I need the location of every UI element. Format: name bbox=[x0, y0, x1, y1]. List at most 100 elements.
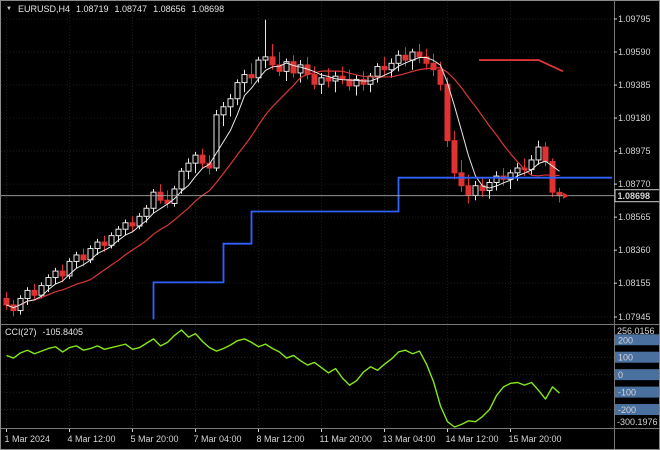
candle-down bbox=[157, 191, 164, 201]
last-price-marker bbox=[563, 192, 569, 199]
candle-up bbox=[374, 66, 381, 77]
candle-up bbox=[318, 77, 325, 85]
candle-up bbox=[297, 64, 304, 74]
cci-level-label: 0 bbox=[618, 370, 623, 380]
candle-up bbox=[227, 98, 234, 108]
candle-up bbox=[178, 170, 185, 190]
candle-up bbox=[395, 54, 402, 64]
candle-down bbox=[311, 74, 318, 85]
candle-up bbox=[66, 260, 73, 277]
ohlc-open: 1.08719 bbox=[75, 4, 109, 14]
candle-up bbox=[192, 154, 199, 164]
candle-down bbox=[325, 77, 332, 82]
candle-down bbox=[3, 297, 10, 306]
cci-level-label: 200 bbox=[618, 335, 633, 345]
candle-up bbox=[409, 51, 416, 61]
candle-down bbox=[276, 64, 283, 72]
price-axis-label: 1.08975 bbox=[618, 146, 651, 156]
price-axis[interactable]: 1.09795 1.09590 1.09385 1.09180 1.08975 1.087… bbox=[614, 14, 660, 322]
step-lines bbox=[152, 59, 612, 320]
candle-up bbox=[45, 277, 52, 287]
candle-up bbox=[185, 162, 192, 172]
symbol-label: EURUSD,H4 bbox=[17, 4, 70, 14]
price-axis-label: 1.09180 bbox=[618, 113, 651, 123]
cci-level-label: -200 bbox=[618, 405, 636, 415]
time-axis-label: 15 Mar 20:00 bbox=[509, 434, 562, 444]
candle-down bbox=[248, 74, 255, 79]
grid-lines bbox=[1, 2, 614, 428]
candle-up bbox=[143, 207, 150, 217]
candle-up bbox=[283, 61, 290, 72]
candle-up bbox=[220, 106, 227, 116]
symbol-dropdown-icon[interactable]: ▼ bbox=[6, 6, 12, 12]
candle-down bbox=[458, 172, 465, 187]
candle-up bbox=[493, 175, 500, 183]
time-axis-label: 5 Mar 20:00 bbox=[131, 434, 179, 444]
candle-up bbox=[507, 172, 514, 180]
price-axis-label: 1.08770 bbox=[618, 179, 651, 189]
candle-down bbox=[465, 185, 472, 196]
candle-down bbox=[360, 78, 367, 85]
cci-axis[interactable]: 256.0156 -300.1976 200 100 0 -100 -200 bbox=[615, 326, 659, 427]
price-axis-label: 1.08155 bbox=[618, 278, 651, 288]
candle-up bbox=[535, 146, 542, 161]
price-axis-label: 1.08565 bbox=[618, 212, 651, 222]
candle-up bbox=[388, 62, 395, 71]
ohlc-low: 1.08656 bbox=[153, 4, 186, 14]
candle-up bbox=[52, 270, 59, 279]
cci-series bbox=[6, 329, 560, 428]
time-axis-label: 4 Mar 12:00 bbox=[68, 434, 116, 444]
candle-down bbox=[444, 83, 451, 142]
candle-up bbox=[94, 241, 101, 250]
price-axis-label: 1.09385 bbox=[618, 80, 651, 90]
candle-down bbox=[437, 69, 444, 85]
price-axis-label: 1.07945 bbox=[618, 312, 651, 322]
candle-up bbox=[73, 254, 80, 262]
candle-up bbox=[262, 56, 269, 61]
candle-down bbox=[346, 78, 353, 87]
cci-level-label: -100 bbox=[618, 388, 636, 398]
current-price-line bbox=[1, 192, 614, 199]
time-axis-label: 8 Mar 12:00 bbox=[257, 434, 305, 444]
moving-averages bbox=[6, 56, 560, 309]
cci-line bbox=[6, 329, 560, 428]
cci-max-label: 256.0156 bbox=[617, 326, 655, 336]
candle-down bbox=[59, 270, 66, 277]
time-axis-label: 1 Mar 2024 bbox=[5, 434, 51, 444]
candle-down bbox=[423, 56, 430, 64]
candle-up bbox=[241, 74, 248, 84]
candle-up bbox=[255, 59, 262, 79]
candle-down bbox=[416, 51, 423, 58]
cci-level-box bbox=[615, 404, 659, 416]
candle-down bbox=[269, 56, 276, 66]
candle-up bbox=[213, 114, 220, 169]
support-step-line bbox=[152, 176, 612, 320]
resistance-step-line bbox=[479, 59, 564, 73]
time-axis[interactable]: 1 Mar 2024 4 Mar 12:00 5 Mar 20:00 7 Mar 04… bbox=[5, 429, 562, 444]
cci-min-label: -300.1976 bbox=[617, 417, 658, 427]
candle-down bbox=[451, 140, 458, 174]
current-price-label: 1.08698 bbox=[618, 191, 651, 201]
candle-down bbox=[430, 62, 437, 71]
time-axis-label: 11 Mar 20:00 bbox=[320, 434, 372, 444]
ma-fast-line bbox=[6, 56, 560, 309]
indicator-name: CCI(27) bbox=[5, 327, 37, 337]
chart-header: ▼ EURUSD,H4 1.08719 1.08747 1.08656 1.08… bbox=[6, 4, 224, 14]
candle-up bbox=[150, 191, 157, 209]
time-axis-label: 14 Mar 12:00 bbox=[446, 434, 499, 444]
candle-up bbox=[486, 181, 493, 192]
ohlc-high: 1.08747 bbox=[114, 4, 148, 14]
candle-down bbox=[339, 75, 346, 80]
cci-level-label: 100 bbox=[618, 353, 633, 363]
candle-down bbox=[101, 241, 108, 246]
candle-up bbox=[234, 82, 241, 100]
price-axis-label: 1.08360 bbox=[618, 245, 651, 255]
price-axis-label: 1.09590 bbox=[618, 47, 651, 57]
price-axis-label: 1.09795 bbox=[618, 14, 651, 24]
current-price-box bbox=[614, 189, 659, 203]
candle-down bbox=[129, 222, 136, 227]
candles bbox=[3, 19, 563, 317]
